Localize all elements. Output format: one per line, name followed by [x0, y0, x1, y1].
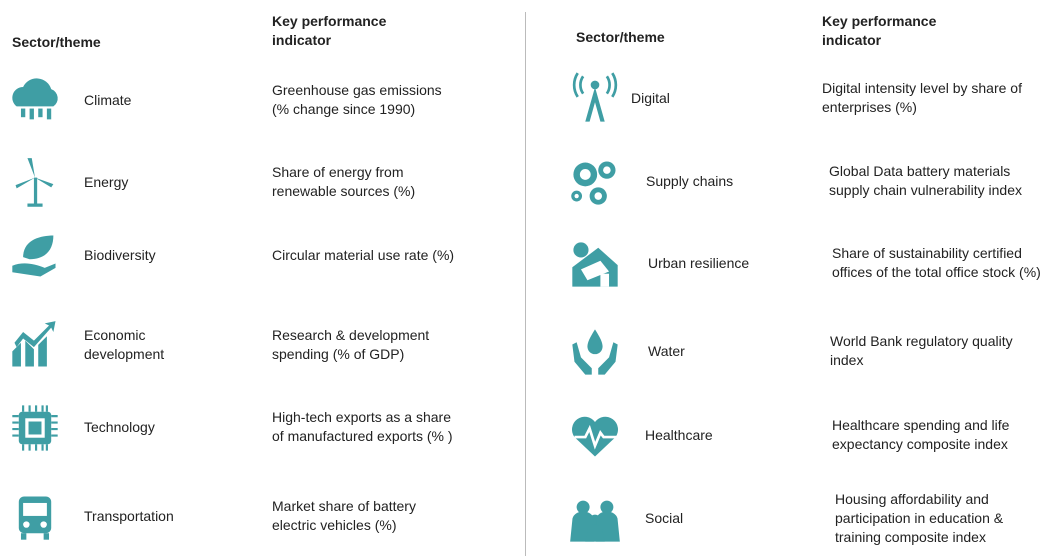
sector-icon — [571, 416, 619, 457]
column-divider — [525, 12, 526, 556]
sector-name: Supply chains — [646, 172, 734, 189]
sector-icon — [12, 235, 56, 277]
kpi-text: Circular material use rate (%) — [272, 246, 455, 263]
sector-icon — [12, 321, 56, 367]
kpi-text: High-tech exports as a share of manufact… — [272, 409, 453, 444]
kpi-text: Global Data battery materials supply cha… — [829, 163, 1022, 198]
sector-name: Healthcare — [645, 426, 713, 443]
kpi-text: Research & development spending (% of GD… — [272, 327, 430, 362]
kpi-text: Share of energy from renewable sources (… — [272, 164, 416, 199]
sector-header: Sector/theme — [12, 34, 101, 50]
sector-name: Climate — [84, 91, 132, 108]
sector-name: Technology — [84, 418, 155, 435]
sector-icon — [571, 161, 616, 205]
sector-name: Water — [648, 342, 685, 359]
sector-icon — [572, 242, 618, 287]
kpi-text: Share of sustainability certified office… — [832, 245, 1041, 280]
sector-name: Social — [645, 509, 684, 526]
kpi-text: World Bank regulatory quality index — [830, 333, 1013, 368]
kpi-text: Greenhouse gas emissions (% change since… — [272, 82, 442, 117]
sector-icon — [570, 500, 620, 542]
sector-icon — [572, 72, 618, 122]
sector-icon — [18, 496, 52, 540]
kpi-text: Market share of battery electric vehicle… — [272, 498, 416, 533]
sector-name: Economic development — [84, 327, 165, 362]
sector-name: Biodiversity — [84, 246, 156, 263]
kpi-text: Housing affordability and participation … — [835, 490, 1004, 545]
sector-header: Sector/theme — [576, 29, 665, 45]
sector-name: Digital — [631, 89, 670, 106]
sector-name: Urban resilience — [648, 254, 750, 271]
kpi-text: Digital intensity level by share of ente… — [822, 80, 1022, 115]
sector-icon — [12, 405, 58, 451]
sector-icon — [572, 329, 618, 375]
sector-name: Transportation — [84, 507, 174, 524]
sector-icon — [15, 158, 54, 207]
kpi-header: Key performance indicator — [822, 13, 937, 48]
sector-name: Energy — [84, 173, 129, 190]
kpi-header: Key performance indicator — [272, 13, 387, 48]
sector-icon — [12, 78, 58, 120]
kpi-text: Healthcare spending and life expectancy … — [832, 417, 1010, 452]
